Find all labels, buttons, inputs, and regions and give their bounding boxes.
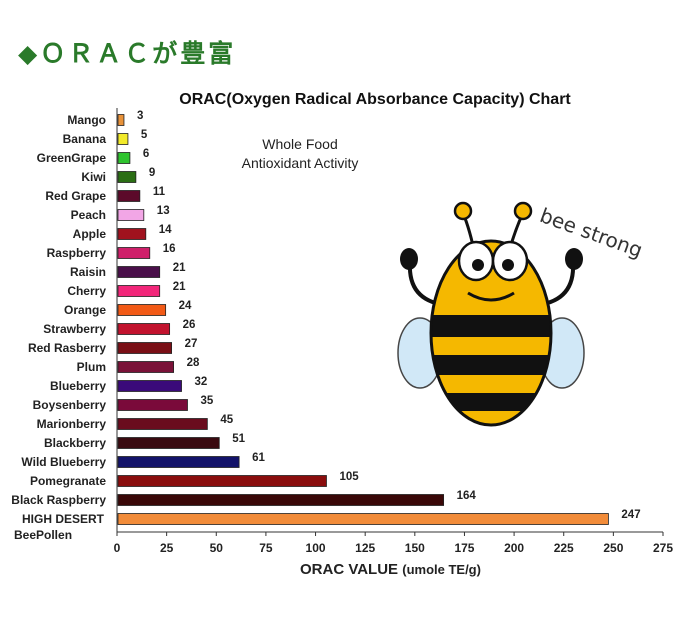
x-tick-label: 150 xyxy=(405,541,425,555)
x-tick-label: 25 xyxy=(160,541,174,555)
category-label: BeePollen xyxy=(14,528,72,542)
bar-value-label: 11 xyxy=(153,186,166,198)
category-label: Marionberry xyxy=(37,417,107,431)
category-label: Cherry xyxy=(67,284,106,298)
x-tick-label: 200 xyxy=(504,541,524,555)
bar xyxy=(117,304,167,316)
category-label: Orange xyxy=(64,303,106,317)
bar xyxy=(117,380,182,392)
category-label: Red Grape xyxy=(45,189,106,203)
bar xyxy=(117,475,327,487)
bar-value-label: 21 xyxy=(173,262,186,274)
bar xyxy=(117,494,445,506)
bar-value-label: 5 xyxy=(141,129,148,141)
category-label: Blueberry xyxy=(50,379,106,393)
bar xyxy=(117,209,145,221)
bar xyxy=(117,228,147,240)
bee-fist-right xyxy=(565,248,583,270)
x-tick-label: 100 xyxy=(306,541,326,555)
category-label: Red Rasberry xyxy=(28,341,106,355)
bar-value-label: 14 xyxy=(159,224,172,236)
bee-fist-left xyxy=(400,248,418,270)
x-tick-label: 250 xyxy=(603,541,623,555)
bar xyxy=(117,171,137,183)
bar-value-label: 105 xyxy=(339,471,359,483)
bar-value-label: 28 xyxy=(187,357,200,369)
x-tick-label: 125 xyxy=(355,541,375,555)
bar xyxy=(117,152,131,164)
x-tick-label: 50 xyxy=(210,541,224,555)
category-label: Apple xyxy=(73,227,107,241)
bar-value-label: 26 xyxy=(183,319,196,331)
category-label: Wild Blueberry xyxy=(21,455,106,469)
x-tick-label: 75 xyxy=(259,541,273,555)
x-tick-label: 175 xyxy=(454,541,474,555)
bar xyxy=(117,399,188,411)
page-heading: ◆ＯＲＡＣが豊富 xyxy=(18,40,237,68)
bar xyxy=(117,190,141,202)
bee-antenna-tip-right xyxy=(513,201,533,221)
bar xyxy=(117,342,173,354)
bee-antenna-tip-left xyxy=(453,201,473,221)
category-label: Kiwi xyxy=(81,170,106,184)
bar xyxy=(117,437,220,449)
bar-value-label: 9 xyxy=(149,167,155,179)
bar-value-label: 16 xyxy=(163,243,176,255)
x-axis-label: ORAC VALUE (umole TE/g) xyxy=(300,561,481,578)
bar xyxy=(117,418,208,430)
category-label: Pomegranate xyxy=(30,474,106,488)
bar-value-label: 51 xyxy=(232,433,245,445)
bar-value-label: 45 xyxy=(220,414,233,426)
bar-value-label: 32 xyxy=(195,376,208,388)
bar-value-label: 61 xyxy=(252,452,265,464)
bar xyxy=(117,114,125,126)
category-label: Raspberry xyxy=(47,246,107,260)
bar-value-label: 24 xyxy=(179,300,192,312)
chart-subtitle-line2: Antioxidant Activity xyxy=(241,155,359,171)
x-tick-label: 225 xyxy=(554,541,574,555)
category-label: Boysenberry xyxy=(33,398,107,412)
bar-value-label: 27 xyxy=(185,338,198,350)
bar-value-label: 13 xyxy=(157,205,170,217)
bee-smile xyxy=(467,291,515,302)
x-tick-label: 275 xyxy=(653,541,673,555)
bee-pupil-right xyxy=(502,259,514,271)
bar xyxy=(117,323,171,335)
bee-stripes xyxy=(432,315,550,411)
bar xyxy=(117,456,240,468)
x-axis-label-main: ORAC VALUE xyxy=(300,561,399,578)
bar xyxy=(117,361,174,373)
bar-value-label: 3 xyxy=(137,110,143,122)
category-label: Black Raspberry xyxy=(11,493,106,507)
bar xyxy=(117,513,609,525)
bar-value-label: 21 xyxy=(173,281,186,293)
bar xyxy=(117,133,129,145)
bar-value-label: 35 xyxy=(200,395,213,407)
category-label: Strawberry xyxy=(43,322,106,336)
bar xyxy=(117,247,151,259)
category-label: GreenGrape xyxy=(37,151,107,165)
category-label: Raisin xyxy=(70,265,106,279)
bar xyxy=(117,285,161,297)
chart-subtitle-line1: Whole Food xyxy=(262,136,338,152)
chart-title: ORAC(Oxygen Radical Absorbance Capacity)… xyxy=(179,91,571,108)
category-label: Plum xyxy=(77,360,106,374)
category-label: Mango xyxy=(67,113,106,127)
bar-value-label: 6 xyxy=(143,148,149,160)
bee-mascot xyxy=(397,201,585,427)
category-label: HIGH DESERT xyxy=(22,512,105,526)
category-label: Banana xyxy=(63,132,107,146)
bee-pupil-left xyxy=(472,259,484,271)
category-label: Blackberry xyxy=(44,436,106,450)
category-label: Peach xyxy=(71,208,106,222)
x-axis-label-units: (umole TE/g) xyxy=(402,562,481,577)
bar-value-label: 247 xyxy=(621,509,640,521)
bar-value-label: 164 xyxy=(457,490,477,502)
bar xyxy=(117,266,161,278)
x-tick-label: 0 xyxy=(114,541,121,555)
